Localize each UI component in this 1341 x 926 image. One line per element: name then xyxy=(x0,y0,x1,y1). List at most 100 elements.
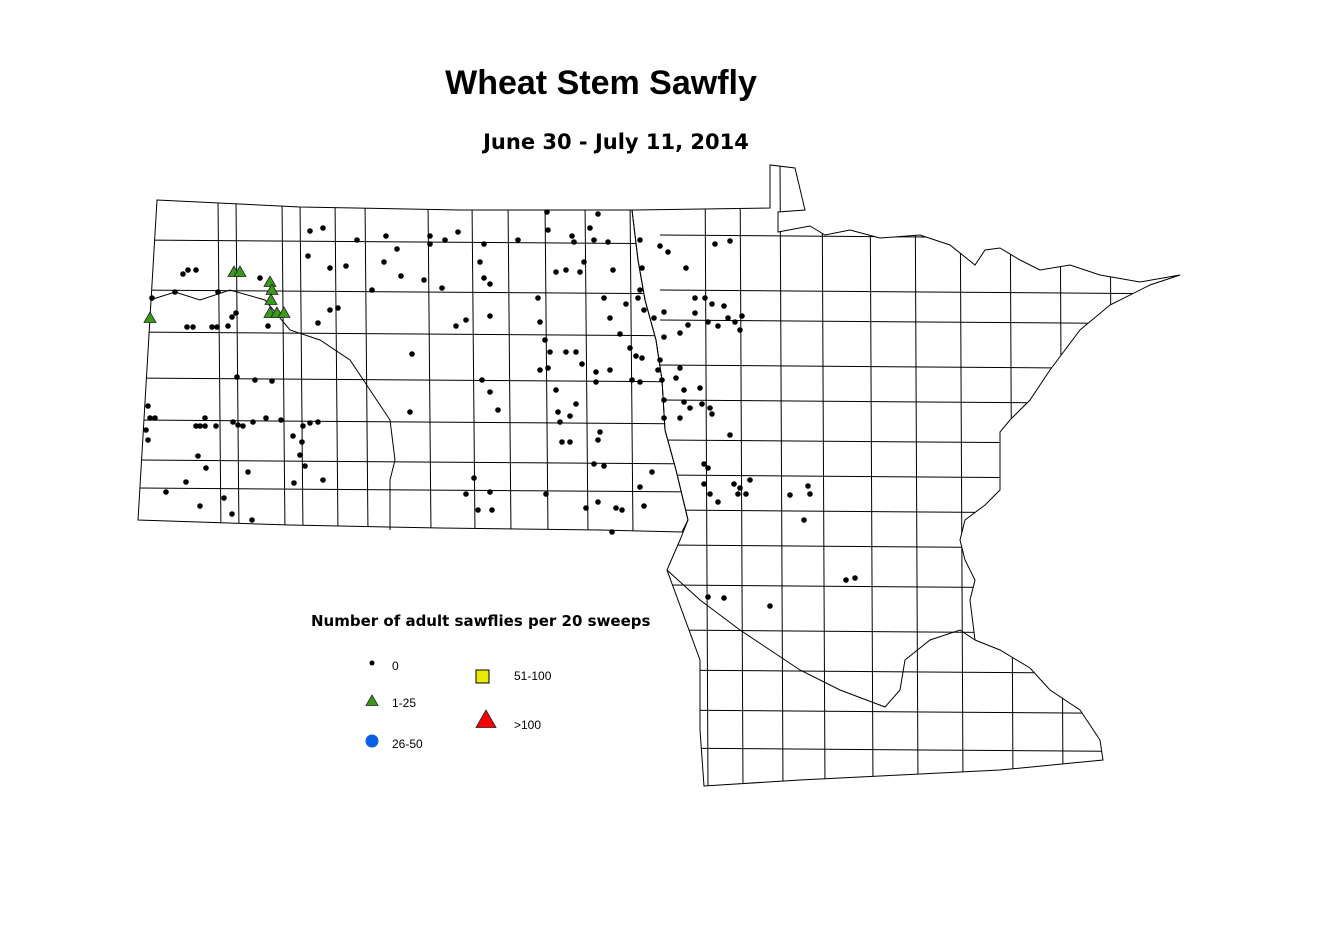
site-0 xyxy=(677,365,683,371)
site-0 xyxy=(627,345,633,351)
site-0 xyxy=(692,295,698,301)
site-0 xyxy=(515,237,521,243)
site-0 xyxy=(354,237,360,243)
site-0 xyxy=(481,241,487,247)
site-0 xyxy=(545,365,551,371)
legend-label-1-25: 1-25 xyxy=(392,696,417,710)
legend-label-over-100: >100 xyxy=(514,718,542,732)
site-0 xyxy=(725,315,731,321)
county-line xyxy=(138,419,688,425)
county-line xyxy=(914,165,919,786)
site-0 xyxy=(673,375,679,381)
site-0 xyxy=(709,301,715,307)
site-0 xyxy=(197,423,203,429)
site-0 xyxy=(712,241,718,247)
site-0 xyxy=(637,379,643,385)
site-0 xyxy=(185,267,191,273)
site-0 xyxy=(721,595,727,601)
mn-county-lines xyxy=(659,165,1180,786)
site-0 xyxy=(143,427,149,433)
county-line xyxy=(659,747,1180,753)
site-0 xyxy=(477,259,483,265)
minnesota-outline xyxy=(631,164,1181,787)
county-line xyxy=(1109,165,1114,786)
site-0 xyxy=(563,267,569,273)
site-0 xyxy=(307,420,313,426)
site-0 xyxy=(225,323,231,329)
site-0 xyxy=(595,499,601,505)
county-line xyxy=(629,200,634,532)
site-0 xyxy=(721,303,727,309)
site-0 xyxy=(537,319,543,325)
site-0 xyxy=(149,295,155,301)
site-0 xyxy=(597,429,603,435)
site-0 xyxy=(394,246,400,252)
site-0 xyxy=(240,423,246,429)
site-0 xyxy=(229,511,235,517)
site-0 xyxy=(727,432,733,438)
site-0 xyxy=(183,479,189,485)
site-0 xyxy=(567,439,573,445)
site-0 xyxy=(487,313,493,319)
site-0 xyxy=(471,475,477,481)
site-0 xyxy=(193,423,199,429)
site-0 xyxy=(595,437,601,443)
legend-title: Number of adult sawflies per 20 sweeps xyxy=(311,612,651,630)
site-0 xyxy=(249,517,255,523)
site-0 xyxy=(214,324,220,330)
site-0 xyxy=(583,505,589,511)
county-line xyxy=(138,289,688,295)
site-0 xyxy=(305,253,311,259)
site-0 xyxy=(591,461,597,467)
site-0 xyxy=(593,369,599,375)
site-0 xyxy=(699,401,705,407)
site-0 xyxy=(657,243,663,249)
site-0 xyxy=(609,529,615,535)
site-0 xyxy=(715,323,721,329)
site-0 xyxy=(547,349,553,355)
site-0 xyxy=(661,415,667,421)
county-line xyxy=(507,200,512,532)
site-0 xyxy=(732,319,738,325)
site-0 xyxy=(427,233,433,239)
county-line xyxy=(704,165,709,786)
county-line xyxy=(959,165,964,786)
county-line xyxy=(138,459,688,465)
site-0 xyxy=(601,295,607,301)
site-0 xyxy=(489,507,495,513)
site-0 xyxy=(335,305,341,311)
site-0 xyxy=(537,367,543,373)
county-line xyxy=(659,669,1180,675)
site-0 xyxy=(409,351,415,357)
map-title: Wheat Stem Sawfly xyxy=(445,64,757,102)
site-0 xyxy=(145,403,151,409)
site-0 xyxy=(302,463,308,469)
site-0 xyxy=(623,301,629,307)
site-0 xyxy=(398,273,404,279)
site-0 xyxy=(573,401,579,407)
site-0 xyxy=(581,259,587,265)
site-0 xyxy=(180,271,186,277)
site-0 xyxy=(637,484,643,490)
site-0 xyxy=(607,367,613,373)
missouri-river xyxy=(149,289,396,530)
site-0 xyxy=(571,239,577,245)
county-line xyxy=(334,200,339,532)
site-0 xyxy=(727,238,733,244)
site-0 xyxy=(442,237,448,243)
county-line xyxy=(217,200,222,532)
site-0 xyxy=(487,281,493,287)
site-0 xyxy=(172,289,178,295)
site-0 xyxy=(683,265,689,271)
site-0 xyxy=(641,307,647,313)
site-0 xyxy=(607,315,613,321)
site-0 xyxy=(263,415,269,421)
legend-blue-circle-icon xyxy=(365,734,379,748)
site-0 xyxy=(661,334,667,340)
site-0 xyxy=(327,307,333,313)
site-0 xyxy=(637,287,643,293)
site-0 xyxy=(427,241,433,247)
site-0 xyxy=(290,433,296,439)
site-0 xyxy=(481,275,487,281)
